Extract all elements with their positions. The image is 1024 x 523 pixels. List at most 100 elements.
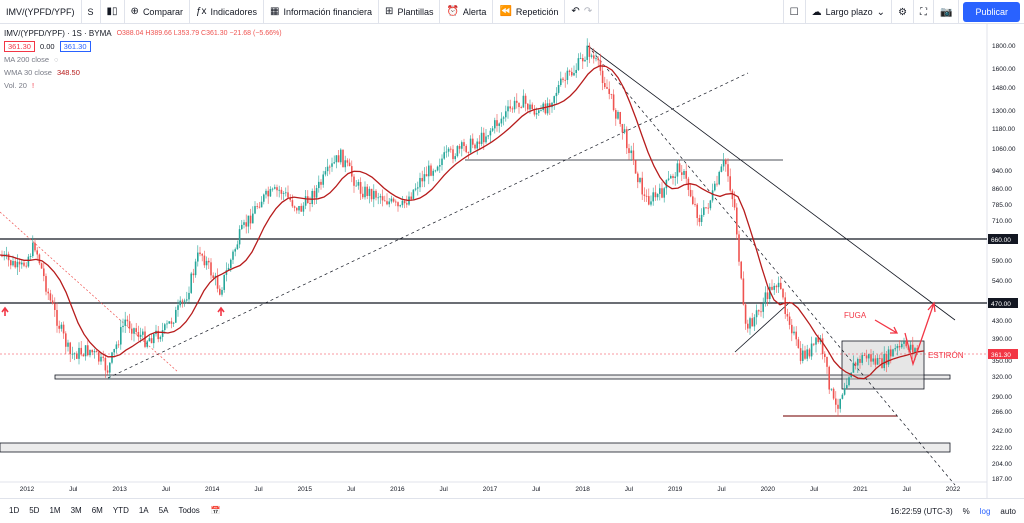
- candle-body: [379, 196, 382, 198]
- buy-price-box[interactable]: 361.30: [59, 41, 91, 52]
- compare-label: Comparar: [142, 6, 183, 17]
- candle-body: [192, 273, 195, 276]
- grid-icon: ▦: [270, 6, 280, 17]
- ma200-label[interactable]: MA 200 close: [4, 55, 50, 64]
- timeframe-button[interactable]: ☁ Largo plazo ⌄: [806, 0, 893, 24]
- candle-body: [832, 388, 835, 399]
- legend-title[interactable]: IMV/(YPFD/YPF) · 1S · BYMA: [4, 29, 112, 38]
- eye-off-icon[interactable]: ◌: [54, 55, 59, 64]
- wma30-label[interactable]: WMA 30 close: [4, 68, 52, 77]
- price-chart[interactable]: 1800.00 1600.00 1480.00 1300.00 1180.00 1060.…: [0, 24, 1024, 498]
- early-downtrend-line: [0, 211, 179, 373]
- snapshot-button[interactable]: 📷: [934, 0, 960, 24]
- calendar-icon[interactable]: 📅: [210, 506, 221, 515]
- symbol-search[interactable]: IMV/(YPFD/YPF): [0, 0, 82, 24]
- range-button-ytd[interactable]: YTD: [112, 506, 129, 515]
- candle-body: [337, 155, 340, 163]
- price-tick-label: 390.00: [992, 336, 1012, 343]
- interval-button[interactable]: S: [82, 0, 101, 24]
- candle-body: [527, 103, 529, 110]
- chart-area[interactable]: 1800.00 1600.00 1480.00 1300.00 1180.00 1060.…: [0, 24, 1024, 498]
- price-tick-label: 1800.00: [992, 43, 1016, 50]
- range-button-1a[interactable]: 1A: [138, 506, 149, 515]
- range-button-todos[interactable]: Todos: [178, 506, 200, 515]
- undo-button[interactable]: ↶ ↷: [565, 0, 600, 24]
- time-axis[interactable]: 2012 Jul 2013 Jul 2014 Jul 2015 Jul 2016 Jul 2017 J…: [20, 486, 961, 493]
- candle-body: [436, 166, 439, 171]
- candle-body: [709, 200, 712, 209]
- price-tag-660-text: 660.00: [991, 237, 1011, 244]
- clock-display[interactable]: 16:22:59 (UTC-3): [890, 506, 953, 516]
- candle-body: [434, 170, 437, 172]
- candle-body: [403, 200, 406, 204]
- candle-body: [782, 288, 784, 298]
- candle-body: [872, 358, 874, 362]
- settings-button[interactable]: ⚙: [892, 0, 915, 24]
- candle-body: [876, 357, 879, 365]
- candle-body: [676, 163, 679, 177]
- candle-body: [322, 174, 324, 185]
- candle-body: [271, 188, 274, 190]
- candle-body: [689, 189, 692, 197]
- candle-body: [854, 362, 857, 366]
- candle-body: [560, 78, 562, 85]
- candle-body: [452, 149, 454, 160]
- candle-body: [667, 178, 670, 180]
- price-tag-470: [988, 298, 1018, 308]
- candle-body: [146, 341, 148, 347]
- candle-body: [439, 165, 441, 167]
- time-tick-label: 2019: [668, 486, 683, 493]
- chart-type-button[interactable]: ▮▯: [101, 0, 125, 24]
- redo-icon[interactable]: ↷: [583, 6, 593, 17]
- log-toggle[interactable]: log: [979, 506, 991, 516]
- range-button-1m[interactable]: 1M: [49, 506, 61, 515]
- indicators-button[interactable]: ƒx Indicadores: [190, 0, 265, 24]
- templates-button[interactable]: ⊞ Plantillas: [379, 0, 441, 24]
- layout-button[interactable]: ☐: [782, 0, 806, 24]
- auto-toggle[interactable]: auto: [1000, 506, 1016, 516]
- range-button-5a[interactable]: 5A: [158, 506, 169, 515]
- financials-button[interactable]: ▦ Información financiera: [264, 0, 380, 24]
- candle-body: [540, 110, 542, 111]
- candle-body: [826, 356, 828, 367]
- candle-body: [93, 351, 96, 353]
- candles-icon: ▮▯: [106, 6, 118, 17]
- price-tick-label: 204.00: [992, 461, 1012, 468]
- vol-alert-icon[interactable]: !: [31, 81, 35, 90]
- candle-body: [234, 249, 236, 252]
- candle-body: [502, 117, 505, 119]
- candle-body: [628, 148, 630, 154]
- candle-body: [755, 310, 758, 318]
- range-button-6m[interactable]: 6M: [91, 506, 103, 515]
- time-tick-label: Jul: [810, 486, 819, 493]
- candle-body: [82, 354, 85, 357]
- candle-body: [619, 111, 621, 125]
- candle-body: [546, 103, 549, 114]
- candle-body: [861, 355, 863, 363]
- compare-button[interactable]: ⊕ Comparar: [125, 0, 190, 24]
- candle-body: [529, 104, 531, 110]
- sell-price-box[interactable]: 361.30: [4, 41, 35, 52]
- candle-body: [568, 70, 571, 72]
- fullscreen-button[interactable]: ⛶: [914, 0, 935, 24]
- percent-toggle[interactable]: %: [962, 506, 970, 516]
- range-button-1d[interactable]: 1D: [9, 506, 20, 515]
- publish-button[interactable]: Publicar: [963, 2, 1020, 22]
- price-axis[interactable]: 1800.00 1600.00 1480.00 1300.00 1180.00 1060.…: [992, 43, 1016, 483]
- candle-body: [656, 193, 659, 198]
- time-tick-label: Jul: [903, 486, 912, 493]
- candle-body: [106, 370, 109, 373]
- range-button-5d[interactable]: 5D: [29, 506, 40, 515]
- candle-body: [463, 142, 465, 146]
- candle-body: [533, 108, 536, 115]
- vol-label[interactable]: Vol. 20: [4, 81, 27, 90]
- range-button-3m[interactable]: 3M: [70, 506, 82, 515]
- price-tag-current-text: 361.30: [991, 352, 1011, 359]
- alert-button[interactable]: ⏰ Alerta: [440, 0, 494, 24]
- time-tick-label: 2013: [112, 486, 127, 493]
- candle-body: [428, 165, 430, 177]
- candle-body: [610, 93, 613, 95]
- replay-button[interactable]: ⏪ Repetición: [493, 0, 566, 24]
- candle-body: [901, 343, 903, 348]
- candle-body: [808, 349, 811, 357]
